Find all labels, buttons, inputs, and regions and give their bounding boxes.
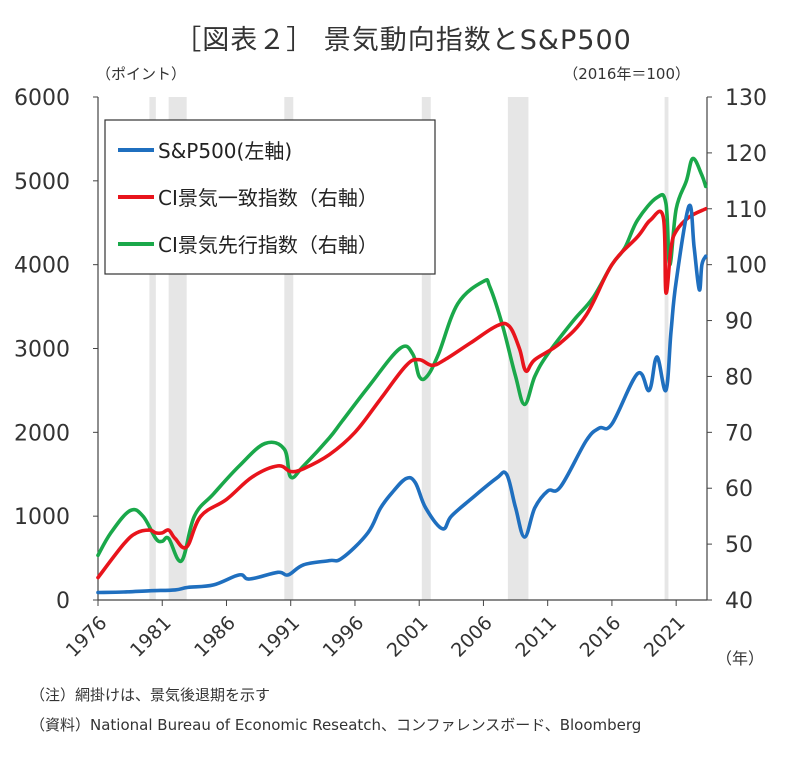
left-tick-label: 4000 [14,254,70,279]
left-tick-label: 1000 [14,505,70,530]
legend-box [104,119,436,275]
series-line-1 [96,207,708,580]
left-tick-label: 5000 [14,170,70,195]
right-axis-unit: （2016年＝100） [563,65,690,83]
series-lines [96,156,708,595]
right-tick-label: 120 [725,142,767,167]
right-tick-label: 130 [725,86,767,111]
x-tick-label: 2021 [640,612,690,662]
x-tick-label: 2001 [383,612,433,662]
series-line-2 [96,156,708,564]
right-tick-label: 40 [725,589,753,614]
right-tick-label: 80 [725,365,753,390]
x-tick-label: 2011 [511,612,561,662]
recession-band [421,97,431,600]
x-axis-unit: （年） [716,649,764,668]
note-shading: （注）網掛けは、景気後退期を示す [30,686,271,704]
left-tick-label: 0 [56,589,70,614]
legend: S&P500(左軸) CI景気一致指数（右軸） CI景気先行指数（右軸） [104,119,436,275]
recession-band [149,97,156,600]
x-tick-label: 2006 [447,612,497,662]
chart-svg: 0 1000 2000 3000 4000 5000 6000 40 50 60 70 80 90 100… [14,65,767,668]
x-tick-label: 1996 [319,612,369,662]
page-title: ［図表２］ 景気動向指数とS&P500 [174,25,632,56]
series-line-0 [96,203,708,595]
legend-label: CI景気一致指数（右軸） [158,186,378,210]
right-tick-label: 60 [725,477,753,502]
left-tick-label: 2000 [14,421,70,446]
x-tick-label: 1981 [126,612,176,662]
right-tick-label: 70 [725,421,753,446]
recession-band [664,97,669,600]
left-tick-label: 6000 [14,86,70,111]
right-tick-label: 110 [725,198,767,223]
right-tick-label: 50 [725,533,753,558]
left-tick-label: 3000 [14,338,70,363]
right-tick-label: 100 [725,254,767,279]
recession-band [284,97,294,600]
right-tick-label: 90 [725,310,753,335]
note-source: （資料）National Bureau of Economic Reseatch… [30,716,642,734]
x-tick-label: 1976 [62,612,112,662]
x-tick-label: 1986 [190,612,240,662]
left-axis-unit: （ポイント） [96,65,186,83]
legend-label: S&P500(左軸) [158,139,292,163]
x-tick-label: 1991 [254,612,304,662]
x-tick-label: 2016 [576,612,626,662]
legend-label: CI景気先行指数（右軸） [158,233,378,257]
